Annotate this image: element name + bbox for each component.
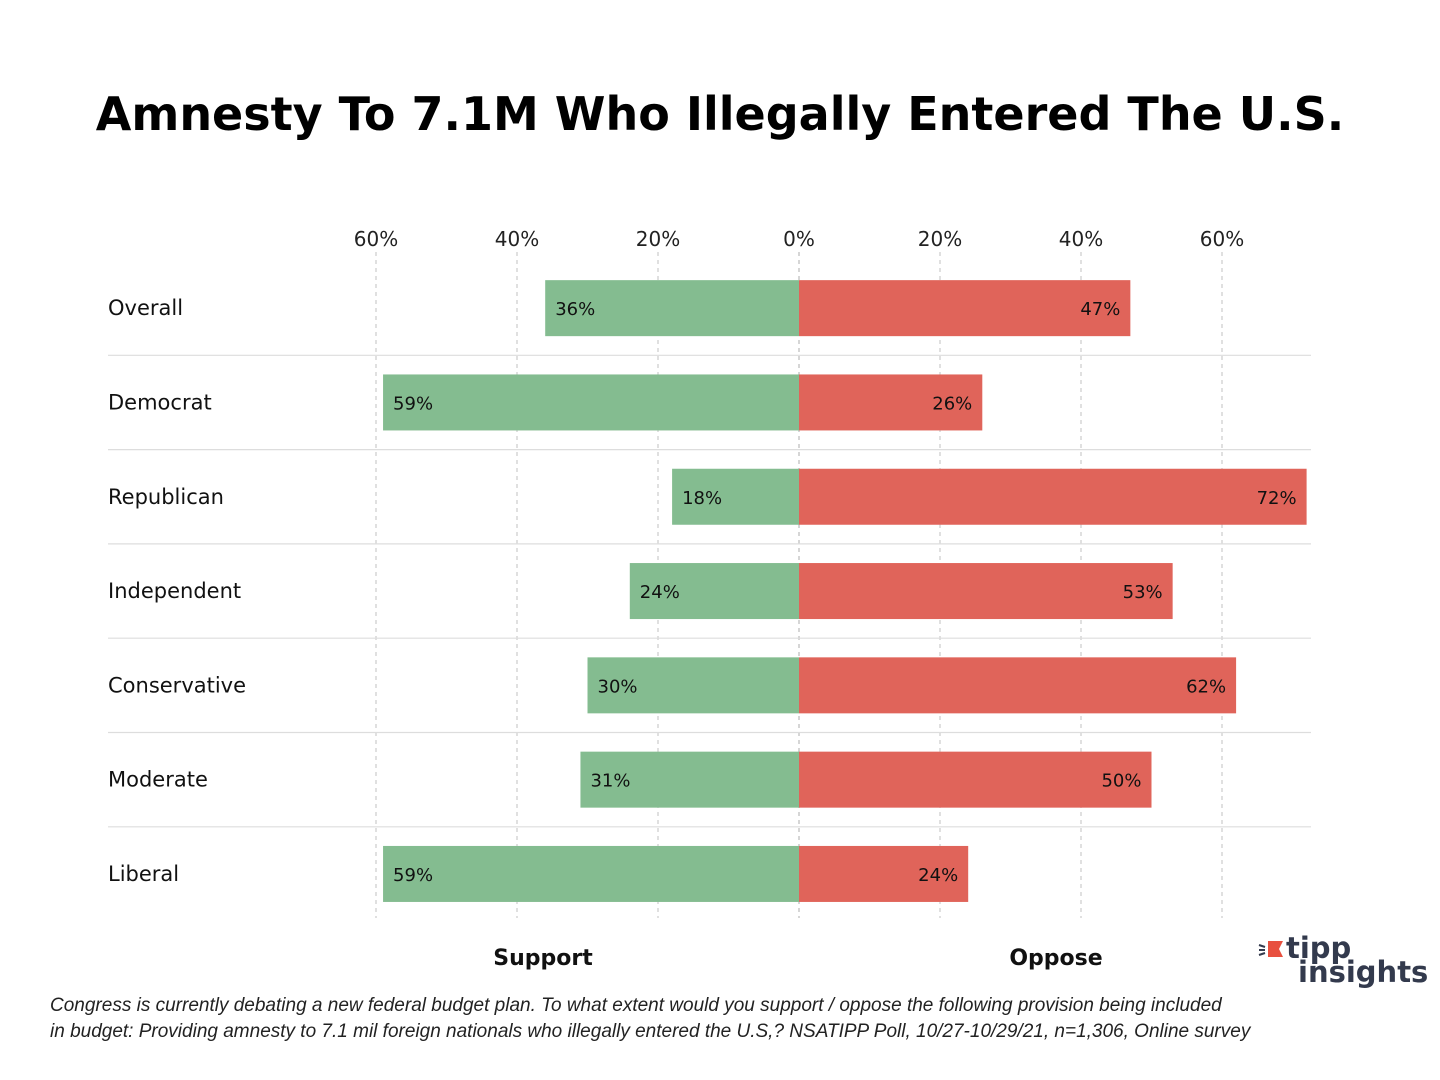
bar-oppose xyxy=(799,751,1152,808)
data-label-oppose: 62% xyxy=(1186,676,1226,697)
tick-label: 40% xyxy=(1059,227,1103,251)
tick-label: 0% xyxy=(783,227,815,251)
category-label: Liberal xyxy=(108,862,179,886)
data-label-oppose: 50% xyxy=(1101,771,1141,792)
data-label-support: 18% xyxy=(682,488,722,509)
bar-support xyxy=(587,657,799,714)
footnote-line-1: Congress is currently debating a new fed… xyxy=(50,995,1223,1016)
bar-support xyxy=(672,468,799,525)
category-label: Independent xyxy=(108,579,241,603)
data-label-support: 59% xyxy=(393,393,433,414)
bar-oppose xyxy=(799,845,969,902)
legend-oppose: Oppose xyxy=(1009,946,1102,971)
category-label: Overall xyxy=(108,296,183,320)
data-label-oppose: 24% xyxy=(918,865,958,886)
data-label-support: 36% xyxy=(555,299,595,320)
tipp-insights-logo: tipp insights xyxy=(1258,931,1428,989)
data-label-oppose: 47% xyxy=(1080,299,1120,320)
category-label: Conservative xyxy=(108,673,246,697)
logo-line1: tipp xyxy=(1286,931,1351,965)
chart-title: Amnesty To 7.1M Who Illegally Entered Th… xyxy=(96,87,1344,141)
legend-support: Support xyxy=(493,946,593,971)
category-label: Republican xyxy=(108,485,224,509)
data-label-support: 31% xyxy=(590,771,630,792)
data-label-oppose: 53% xyxy=(1123,582,1163,603)
data-label-support: 30% xyxy=(598,676,638,697)
category-label: Moderate xyxy=(108,768,208,792)
bar-support xyxy=(629,563,799,620)
bar-support xyxy=(383,374,799,431)
tick-label: 60% xyxy=(1200,227,1244,251)
logo-line2: insights xyxy=(1298,955,1428,989)
data-label-support: 59% xyxy=(393,865,433,886)
bar-oppose xyxy=(799,374,983,431)
tick-label: 20% xyxy=(918,227,962,251)
footnote-line-2: in budget: Providing amnesty to 7.1 mil … xyxy=(50,1021,1252,1042)
data-label-oppose: 72% xyxy=(1257,488,1297,509)
bar-oppose xyxy=(799,563,1173,620)
tick-label: 20% xyxy=(636,227,680,251)
tick-label: 60% xyxy=(354,227,398,251)
bar-support xyxy=(383,845,799,902)
bar-oppose xyxy=(799,468,1307,525)
data-label-support: 24% xyxy=(640,582,680,603)
bar-oppose xyxy=(799,657,1237,714)
logo-flag-icon xyxy=(1268,941,1283,957)
bar-support xyxy=(545,280,799,337)
bar-support xyxy=(580,751,799,808)
category-label: Democrat xyxy=(108,390,212,414)
tick-label: 40% xyxy=(495,227,539,251)
bar-oppose xyxy=(799,280,1131,337)
data-label-oppose: 26% xyxy=(932,393,972,414)
